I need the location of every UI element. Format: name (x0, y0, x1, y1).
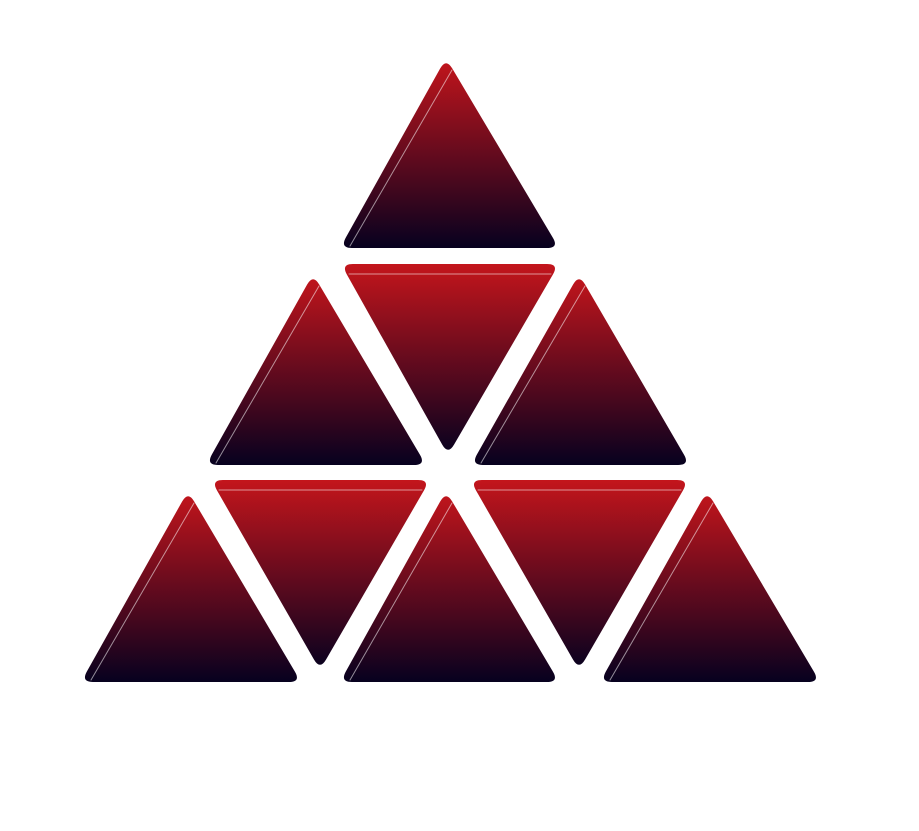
triangle-shape (214, 480, 426, 665)
triangle-shape (343, 496, 555, 682)
triangle-highlight (90, 502, 195, 681)
triangle-shape (344, 264, 555, 450)
triangle-highlight (349, 502, 453, 681)
triangle-shape (209, 279, 422, 465)
triangle-highlight (349, 69, 453, 247)
triangle-tile-r3-up-2 (343, 496, 555, 682)
triangle-tile-r3-down-2 (473, 480, 685, 665)
triangle-tile-r3-down-1 (214, 480, 426, 665)
triangle-highlight (480, 285, 586, 464)
triangle-tile-r1-up (343, 63, 555, 249)
triangle-tile-r3-up-3 (603, 496, 816, 682)
triangle-tile-r2-up-right (474, 279, 686, 465)
triangle-tile-r2-down (344, 264, 555, 450)
triangle-shape (343, 63, 555, 249)
triangle-tiles (84, 63, 816, 682)
triangle-highlight (609, 502, 714, 681)
triangle-tile-r3-up-1 (84, 496, 297, 682)
triangle-highlight (215, 285, 320, 464)
triangle-shape (84, 496, 297, 682)
triangle-shape (474, 279, 686, 465)
triangle-shape (603, 496, 816, 682)
triangle-tile-r2-up-left (209, 279, 422, 465)
triangle-shape (473, 480, 685, 665)
